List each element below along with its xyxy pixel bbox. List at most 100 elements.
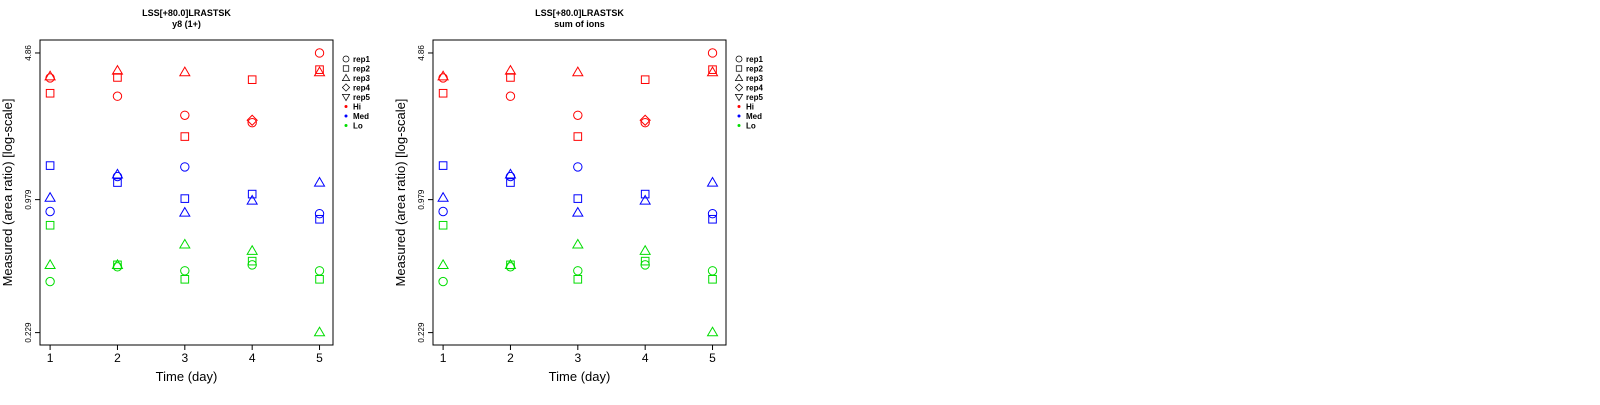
data-point-med-rep3: [111, 168, 124, 179]
data-point-med-rep1: [314, 208, 325, 219]
x-tick-label: 2: [507, 351, 514, 365]
data-point-lo-rep1: [707, 266, 718, 276]
data-point-med-rep3: [639, 194, 652, 205]
legend-marker-rep4: [341, 83, 351, 92]
data-point-hi-rep1: [180, 110, 190, 120]
data-point-med-rep3: [504, 168, 517, 179]
x-axis-label: Time (day): [156, 369, 218, 384]
data-point-med-rep2: [315, 214, 324, 224]
data-point-hi-rep1: [314, 48, 325, 58]
data-point-hi-rep2: [708, 65, 717, 74]
data-point-lo-rep3: [571, 238, 584, 249]
data-point-hi-rep3: [178, 66, 191, 77]
x-tick-label: 1: [47, 351, 54, 365]
data-point-hi-rep3: [706, 66, 719, 77]
data-point-hi-rep2: [438, 88, 448, 98]
data-point-lo-rep3: [437, 258, 449, 269]
data-point-med-rep3: [246, 194, 259, 205]
legend-label-rep5: rep5: [353, 93, 370, 102]
data-point-med-rep3: [178, 206, 191, 217]
legend-label-rep2: rep2: [746, 65, 763, 74]
data-point-lo-rep3: [111, 258, 124, 269]
legend-marker-shape-rep4: [341, 83, 351, 92]
legend-marker-hi: [737, 105, 741, 108]
x-axis-label: Time (day): [549, 369, 611, 384]
legend-marker-rep1: [735, 55, 743, 63]
chart-title: LSS[+80.0]LRASTSK: [535, 8, 624, 18]
legend-marker-lo: [737, 124, 741, 127]
data-point-lo-rep2: [315, 274, 324, 284]
legend-marker-shape-rep5: [734, 94, 744, 102]
data-point-med-rep2: [180, 194, 190, 203]
data-point-hi-rep3: [504, 64, 517, 75]
data-point-lo-rep2: [573, 274, 583, 284]
data-point-med-rep2: [573, 194, 583, 203]
legend-marker-med: [344, 114, 348, 118]
data-point-hi-rep2: [640, 75, 650, 84]
legend-label-rep3: rep3: [746, 74, 763, 83]
data-point-med-rep2: [113, 178, 122, 187]
data-point-hi-rep3: [571, 66, 584, 77]
data-point-hi-rep2: [247, 75, 257, 84]
legend-marker-rep3: [734, 73, 744, 81]
data-point-hi-rep1: [45, 73, 55, 83]
y-tick-label: 4.86: [24, 45, 33, 61]
data-point-hi-rep1: [640, 117, 650, 128]
plot-frame: [39, 39, 334, 346]
data-point-med-rep3: [313, 176, 326, 187]
data-point-lo-rep3: [44, 258, 56, 269]
data-points: [437, 48, 719, 337]
plot-frame: [432, 39, 727, 346]
x-tick-label: 3: [181, 351, 188, 365]
data-point-lo-rep3: [504, 258, 517, 269]
data-point-hi-rep2: [573, 132, 583, 141]
chart-title: LSS[+80.0]LRASTSK: [142, 8, 231, 18]
x-tick-label: 5: [709, 351, 716, 365]
data-point-hi-rep2: [113, 73, 122, 82]
legend-marker-rep3: [341, 73, 351, 81]
data-point-hi-rep3: [44, 70, 56, 81]
x-tick-label: 5: [316, 351, 323, 365]
data-point-med-rep1: [180, 162, 190, 172]
data-point-med-rep3: [437, 191, 449, 202]
data-point-med-rep2: [506, 178, 515, 187]
data-point-lo-rep3: [178, 238, 191, 249]
x-tick-label: 2: [114, 351, 121, 365]
legend-marker-rep4: [734, 83, 744, 92]
data-point-lo-rep3: [639, 244, 652, 255]
legend-marker-shape-rep2: [735, 65, 743, 72]
y-axis-label: Measured (area ratio) [log-scale]: [0, 99, 15, 287]
legend-marker-med: [737, 114, 741, 118]
legend-label-rep1: rep1: [353, 55, 370, 64]
data-point-lo-rep3: [246, 244, 259, 255]
legend-label-rep2: rep2: [353, 65, 370, 74]
legend-label-rep4: rep4: [746, 84, 763, 93]
data-points: [44, 48, 326, 337]
data-point-hi-rep2: [45, 88, 55, 98]
legend-marker-shape-rep1: [735, 55, 743, 63]
data-point-med-rep3: [706, 176, 719, 187]
data-point-med-rep1: [707, 208, 718, 219]
legend-label-hi: Hi: [746, 103, 754, 112]
data-point-lo-rep2: [640, 256, 650, 266]
legend-marker-shape-rep4: [734, 83, 744, 92]
legend-label-lo: Lo: [746, 122, 756, 131]
data-point-med-rep2: [640, 189, 650, 199]
y-tick-label: 0.979: [417, 189, 426, 210]
data-point-lo-rep1: [45, 276, 55, 287]
data-point-med-rep3: [44, 191, 56, 202]
data-point-med-rep1: [45, 206, 55, 217]
data-point-lo-rep2: [438, 220, 448, 230]
data-point-lo-rep2: [180, 274, 190, 284]
legend-label-med: Med: [353, 112, 369, 121]
data-point-hi-rep2: [315, 65, 324, 74]
data-point-hi-rep3: [313, 66, 326, 77]
data-point-hi-rep1: [573, 110, 583, 120]
data-point-med-rep2: [438, 161, 448, 170]
data-point-hi-rep3: [111, 64, 124, 75]
data-point-lo-rep2: [247, 256, 257, 266]
